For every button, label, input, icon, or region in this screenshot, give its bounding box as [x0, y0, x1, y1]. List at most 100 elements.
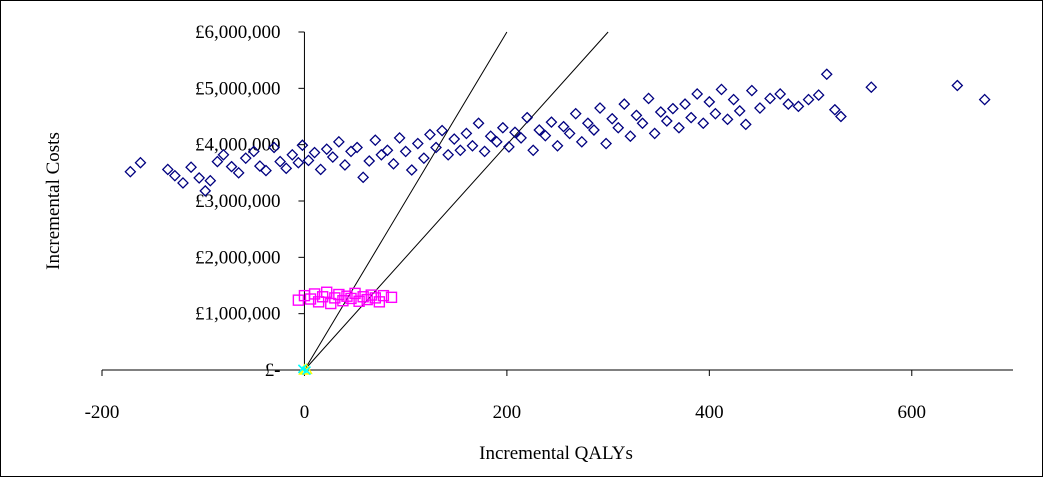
- x-tick-label: 600: [898, 402, 927, 423]
- x-tick-label: 400: [695, 402, 724, 423]
- data-point-diamond: [369, 134, 382, 147]
- data-point-diamond: [204, 174, 217, 187]
- data-point-diamond: [417, 152, 430, 165]
- data-point-square: [333, 288, 345, 301]
- data-point-diamond: [484, 130, 497, 143]
- data-point-diamond: [600, 137, 613, 150]
- data-point-diamond: [733, 104, 746, 117]
- data-point-diamond: [612, 121, 625, 134]
- data-point-square: [349, 287, 361, 300]
- data-point-diamond: [509, 126, 521, 139]
- data-point-diamond: [515, 131, 527, 144]
- data-point-diamond: [563, 127, 576, 140]
- data-point-diamond: [225, 160, 238, 173]
- data-point-diamond: [424, 128, 436, 141]
- data-point-diamond: [454, 144, 467, 157]
- data-point-diamond: [588, 124, 600, 136]
- data-point-diamond: [697, 117, 710, 130]
- data-point-diamond: [978, 93, 991, 106]
- data-point-diamond: [835, 110, 847, 123]
- data-point-diamond: [496, 121, 509, 134]
- data-point-diamond: [199, 184, 212, 197]
- data-point-diamond: [551, 139, 564, 152]
- data-point-diamond: [490, 135, 503, 148]
- data-point-diamond: [363, 155, 376, 167]
- data-point-diamond: [124, 165, 137, 178]
- data-point-diamond: [618, 98, 631, 111]
- data-point-diamond: [648, 127, 661, 140]
- data-point-diamond: [308, 146, 321, 159]
- data-point-diamond: [302, 154, 315, 167]
- data-point-diamond: [280, 162, 293, 175]
- data-point-diamond: [545, 116, 558, 129]
- data-point-diamond: [286, 148, 299, 161]
- data-point-diamond: [792, 100, 805, 113]
- data-point-diamond: [239, 152, 252, 165]
- data-point-diamond: [326, 151, 339, 163]
- data-point-diamond: [393, 131, 406, 144]
- data-point-diamond: [581, 117, 594, 130]
- y-tick-label: £4,000,000: [195, 135, 281, 156]
- data-point-diamond: [660, 115, 673, 127]
- data-point-diamond: [247, 145, 260, 158]
- data-point-diamond: [774, 88, 787, 100]
- data-point-diamond: [527, 144, 540, 157]
- data-point-diamond: [134, 156, 147, 169]
- data-point-diamond: [782, 98, 795, 111]
- data-point-diamond: [436, 124, 449, 137]
- data-point-diamond: [642, 92, 655, 105]
- data-point-diamond: [703, 95, 716, 108]
- data-point-diamond: [314, 163, 327, 176]
- data-point-diamond: [357, 171, 370, 184]
- data-point-diamond: [339, 159, 351, 171]
- data-point-diamond: [521, 111, 534, 124]
- data-point-diamond: [865, 81, 878, 94]
- threshold-line: [304, 31, 508, 371]
- x-tick-label: -200: [85, 402, 120, 423]
- data-point-diamond: [679, 98, 691, 111]
- data-point-diamond: [232, 166, 245, 179]
- data-point-diamond: [764, 92, 776, 105]
- data-point-diamond: [351, 141, 363, 154]
- data-point-diamond: [502, 141, 515, 153]
- data-point-square: [341, 290, 353, 302]
- data-point-diamond: [666, 102, 679, 115]
- data-point-square: [373, 296, 386, 308]
- data-point-diamond: [745, 84, 758, 97]
- data-point-diamond: [575, 135, 588, 148]
- data-point-diamond: [320, 143, 333, 156]
- data-point-square: [377, 289, 390, 302]
- data-point-diamond: [345, 145, 357, 158]
- data-point-diamond: [296, 139, 309, 152]
- data-point-diamond: [624, 130, 637, 143]
- data-point-diamond: [411, 137, 424, 150]
- data-point-diamond: [460, 127, 473, 140]
- x-tick-label: 0: [300, 402, 310, 423]
- data-point-diamond: [381, 144, 394, 157]
- data-point-diamond: [387, 157, 400, 170]
- data-point-diamond: [161, 163, 174, 176]
- y-axis-title: Incremental Costs: [43, 132, 64, 270]
- threshold-line: [304, 31, 609, 371]
- data-point-diamond: [754, 102, 766, 114]
- data-point-diamond: [715, 83, 728, 96]
- data-point-diamond: [828, 103, 841, 116]
- data-point-diamond: [594, 102, 606, 114]
- data-point-diamond: [177, 177, 189, 189]
- data-point-diamond: [375, 148, 388, 161]
- data-point-square: [329, 292, 341, 304]
- data-point-diamond: [478, 145, 491, 158]
- data-point-diamond: [268, 141, 280, 154]
- data-point-diamond: [630, 109, 643, 122]
- data-point-square: [308, 288, 321, 300]
- data-point-diamond: [727, 93, 740, 106]
- data-point-diamond: [606, 112, 619, 125]
- data-point-diamond: [292, 156, 305, 169]
- data-point-diamond: [185, 161, 197, 174]
- data-point-diamond: [812, 89, 825, 102]
- data-point-diamond: [654, 106, 667, 118]
- data-point-diamond: [405, 164, 418, 176]
- data-point-diamond: [332, 135, 345, 148]
